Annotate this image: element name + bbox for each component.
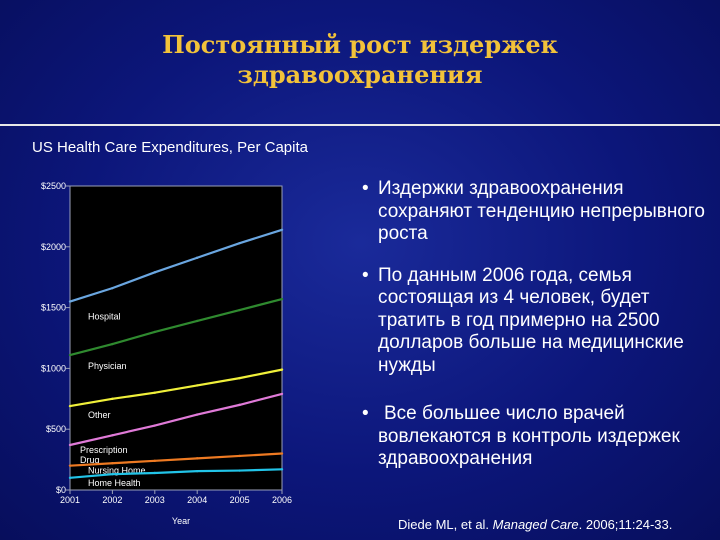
y-tick-label: $1000 [41, 363, 66, 373]
citation-details: . 2006;11:24-33. [578, 517, 673, 532]
series-point [153, 330, 156, 334]
y-tick-label: $2500 [41, 181, 66, 191]
series-point [153, 471, 156, 475]
series-point [238, 308, 241, 312]
series-point [68, 443, 72, 447]
chart-title: US Health Care Expenditures, Per Capita [32, 139, 308, 156]
series-point [111, 342, 114, 346]
series-point [280, 452, 284, 455]
y-tick-label: $0 [56, 485, 66, 495]
y-tick-label: $1500 [41, 303, 66, 313]
series-point [111, 462, 114, 465]
slide-title-line-2: здравоохранения [237, 60, 483, 89]
series-line [69, 468, 283, 479]
series-point [238, 376, 241, 380]
series-point [68, 476, 72, 480]
series-point [238, 241, 241, 245]
x-tick-label: 2005 [230, 495, 250, 505]
series-point [111, 434, 114, 437]
series-point [196, 413, 199, 416]
series-point [238, 454, 241, 458]
series-line [69, 368, 283, 408]
bullet-item: • Издержки здравоохранения сохраняют тен… [362, 178, 712, 246]
x-tick-label: 2002 [102, 495, 122, 505]
series-label: Nursing Home [88, 466, 146, 476]
series-label: Home Health [88, 478, 141, 488]
series-point [68, 353, 72, 357]
bullet-item: • По данным 2006 года, семья состоящая и… [362, 265, 712, 378]
series-point [68, 464, 72, 467]
series-point [280, 368, 284, 371]
series-point [68, 404, 72, 408]
series-label: Drug [80, 455, 100, 465]
series-line [69, 228, 283, 303]
x-axis-label: Year [172, 516, 190, 526]
series-point [280, 297, 284, 301]
series-point [153, 271, 156, 274]
series-point [238, 403, 241, 407]
series-line [69, 392, 283, 447]
x-tick-label: 2006 [272, 495, 292, 505]
series-point [196, 384, 199, 387]
series-line [69, 452, 283, 467]
series-point [280, 468, 284, 471]
series-point [280, 392, 284, 396]
series-point [238, 469, 241, 472]
bullet-item: • Все большее число врачей вовлекаются в… [362, 403, 712, 471]
citation: Diede ML, et al. Managed Care. 2006;11:2… [398, 517, 672, 532]
x-tick-label: 2001 [60, 495, 80, 505]
series-point [68, 300, 72, 303]
x-tick-label: 2003 [145, 495, 165, 505]
series-line [69, 298, 283, 357]
bullet-text: Издержки здравоохранения сохраняют тенде… [378, 178, 705, 244]
citation-authors: Diede ML, et al. [398, 517, 493, 532]
series-point [196, 256, 199, 259]
series-label: Physician [88, 361, 127, 371]
bullet-dot: • [362, 264, 369, 286]
bullet-text: По данным 2006 года, семья состоящая из … [378, 264, 684, 376]
slide-title-line-1: Постоянный рост издержек [162, 30, 558, 59]
citation-journal: Managed Care [492, 517, 579, 532]
series-point [111, 472, 114, 476]
series-label: Hospital [88, 312, 121, 322]
series-label: Other [88, 410, 111, 420]
bullet-dot: • [362, 178, 369, 199]
bullet-dot: • [362, 403, 369, 424]
series-point [153, 391, 156, 394]
series-point [153, 459, 156, 463]
series-label: Prescription [80, 445, 128, 455]
x-tick-label: 2004 [187, 495, 207, 505]
series-point [196, 457, 199, 460]
slide-title: Постоянный рост издержек здравоохранения [0, 30, 720, 90]
series-point [280, 228, 284, 231]
y-tick-label: $2000 [41, 242, 66, 252]
bullet-list: • Издержки здравоохранения сохраняют тен… [362, 178, 712, 471]
y-tick-label: $500 [46, 424, 66, 434]
title-divider [0, 124, 720, 126]
bullet-text: Все большее число врачей вовлекаются в к… [378, 403, 680, 469]
series-point [196, 319, 199, 323]
series-point [196, 469, 199, 473]
series-point [153, 424, 156, 427]
plot-area [69, 185, 283, 491]
series-point [111, 397, 114, 400]
series-point [111, 286, 114, 290]
